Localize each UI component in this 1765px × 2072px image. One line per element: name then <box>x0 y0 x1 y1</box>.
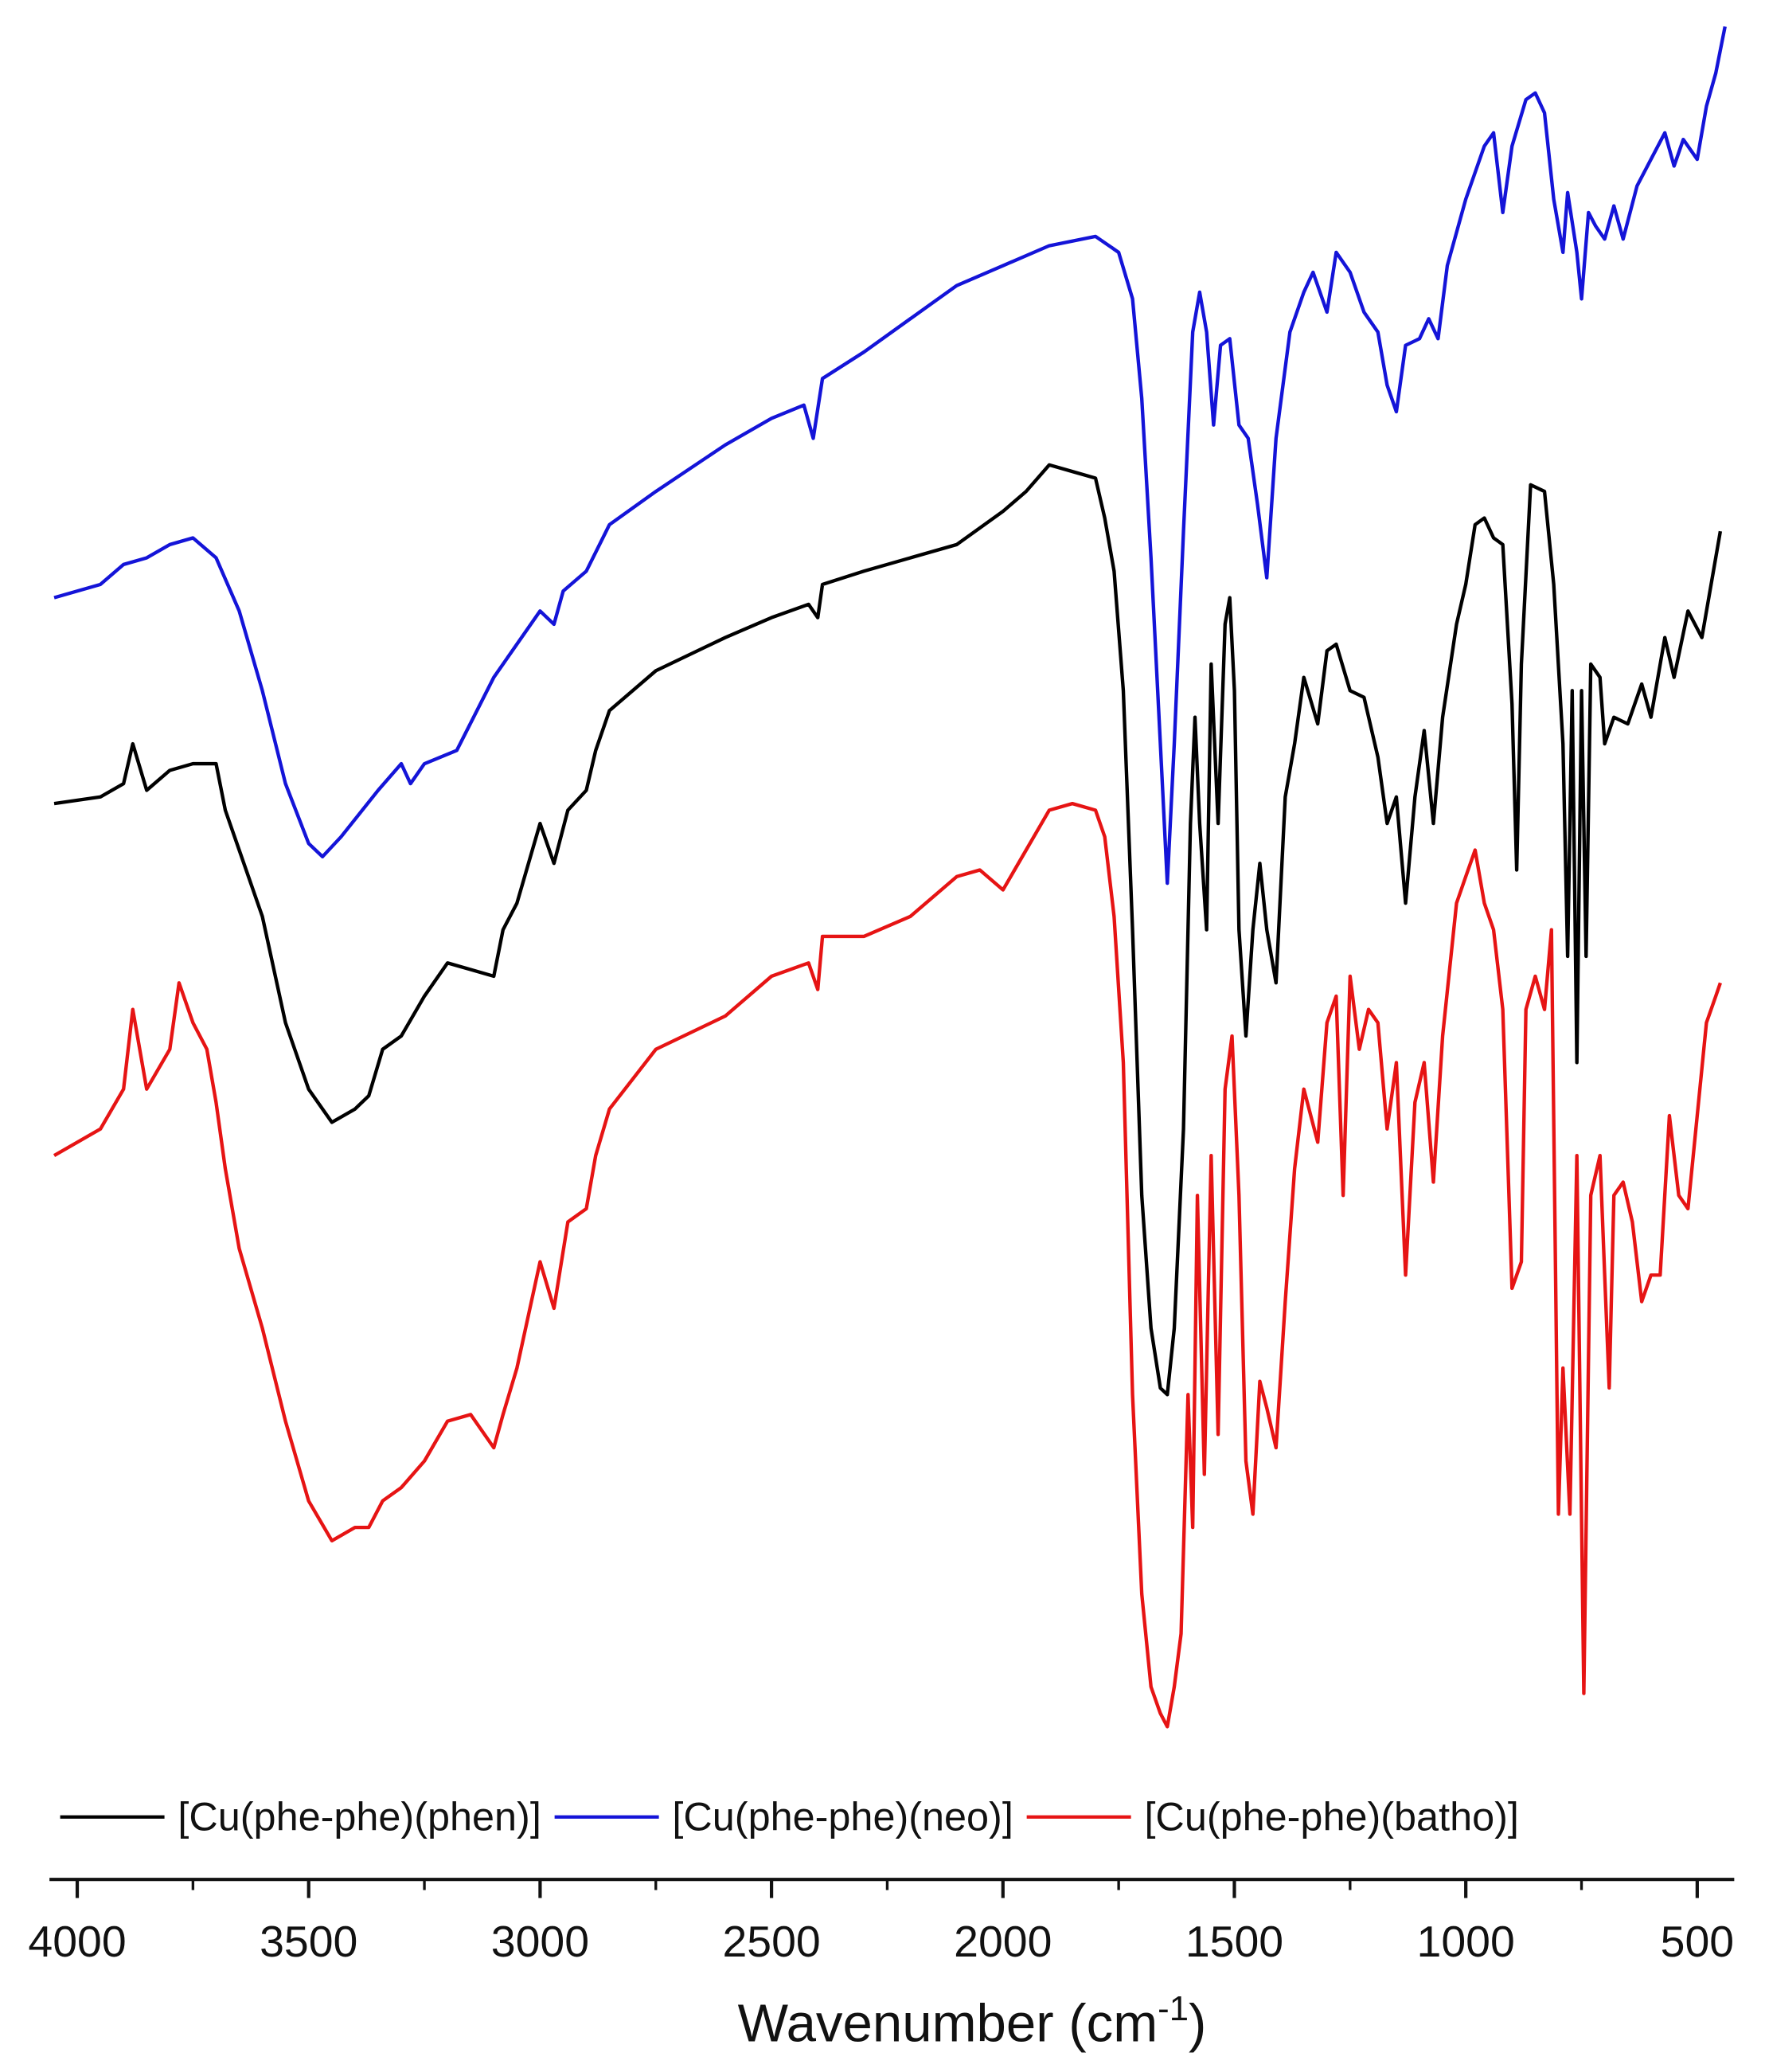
x-tick-label: 4000 <box>28 1917 126 1966</box>
legend-label: [Cu(phe-phe)(neo)] <box>672 1794 1013 1839</box>
x-axis-title-suffix: ) <box>1189 1994 1206 2054</box>
x-tick-label: 2000 <box>954 1917 1052 1966</box>
spectrum-line <box>53 801 1722 1729</box>
x-axis-title-text: Wavenumber (cm <box>738 1994 1158 2054</box>
legend-label: [Cu(phe-phe)(batho)] <box>1144 1794 1518 1839</box>
x-tick-label: 1000 <box>1417 1917 1515 1966</box>
spectrum-line <box>53 463 1723 1397</box>
x-tick-label: 3000 <box>491 1917 589 1966</box>
x-tick-label: 1500 <box>1185 1917 1283 1966</box>
legend-label: [Cu(phe-phe)(phen)] <box>178 1794 541 1839</box>
x-tick-label: 2500 <box>722 1917 820 1966</box>
x-axis-title: Wavenumber (cm-1) <box>738 1990 1207 2054</box>
spectrum-line <box>53 25 1727 885</box>
x-tick-label: 3500 <box>260 1917 357 1966</box>
x-tick-label: 500 <box>1661 1917 1734 1966</box>
x-axis-title-superscript: -1 <box>1158 1990 1189 2028</box>
